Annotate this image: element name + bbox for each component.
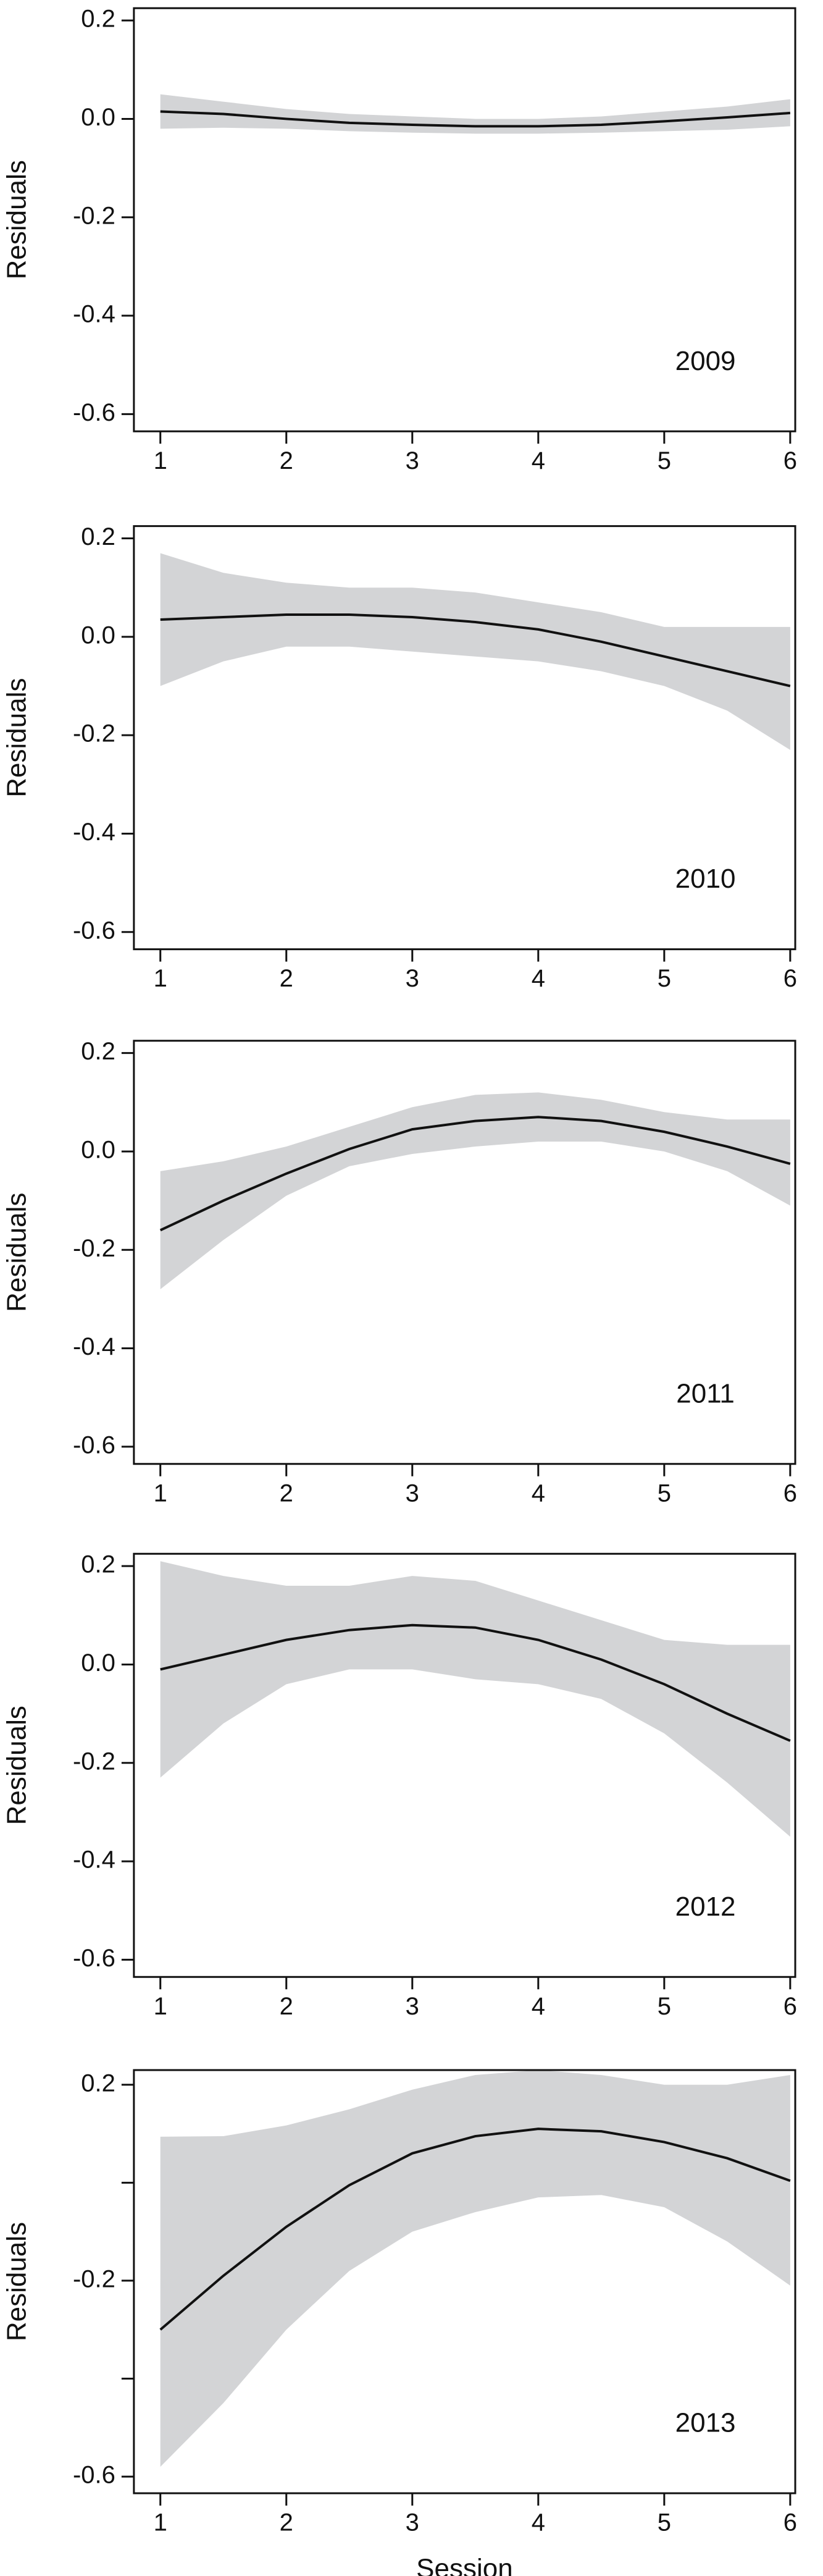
x-tick-label: 2 xyxy=(280,447,293,474)
x-tick-label: 2 xyxy=(280,965,293,992)
x-axis-label: Session xyxy=(416,2554,513,2576)
x-tick-label: 4 xyxy=(532,965,545,992)
fit-line xyxy=(160,1623,791,1742)
y-tick-label: 0.2 xyxy=(81,1551,115,1578)
confidence-band xyxy=(160,2070,790,2467)
panel-annotation: 2010 xyxy=(675,864,736,894)
plot-frame xyxy=(133,7,796,432)
x-tick-label: 4 xyxy=(532,2509,545,2536)
x-tick-label: 6 xyxy=(783,965,797,992)
confidence-band xyxy=(160,1561,790,1837)
x-tick-label: 5 xyxy=(658,1993,671,2020)
x-tick-label: 6 xyxy=(783,1480,797,1507)
panel-annotation: 2013 xyxy=(675,2408,736,2438)
panel-annotation: 2012 xyxy=(675,1892,736,1922)
y-tick-label: 0.0 xyxy=(81,1649,115,1677)
x-tick-label: 1 xyxy=(154,1480,167,1507)
y-axis-label: Residuals xyxy=(2,678,32,798)
confidence-band xyxy=(160,1092,790,1290)
y-tick-label: -0.2 xyxy=(73,2265,115,2292)
y-axis-label: Residuals xyxy=(2,1706,32,1825)
plot-frame xyxy=(133,525,796,951)
y-tick-label: 0.2 xyxy=(81,1038,115,1065)
y-tick-label: -0.6 xyxy=(73,917,115,944)
y-tick-label: -0.2 xyxy=(73,1235,115,1262)
y-tick-label: -0.2 xyxy=(73,720,115,747)
x-tick-label: 3 xyxy=(406,1993,419,2020)
x-tick-label: 1 xyxy=(154,447,167,474)
fit-line xyxy=(159,2128,791,2331)
x-tick-label: 3 xyxy=(406,1480,419,1507)
panel-annotation: 2011 xyxy=(676,1378,735,1408)
x-tick-label: 3 xyxy=(406,447,419,474)
confidence-band xyxy=(160,94,790,134)
y-tick-label: -0.4 xyxy=(73,301,115,328)
y-tick-label: -0.6 xyxy=(73,1431,115,1458)
y-axis-label: Residuals xyxy=(2,160,32,279)
x-tick-label: 2 xyxy=(280,1480,293,1507)
x-tick-label: 3 xyxy=(406,965,419,992)
x-tick-label: 2 xyxy=(280,1993,293,2020)
x-tick-label: 5 xyxy=(658,1480,671,1507)
x-tick-label: 6 xyxy=(783,2509,797,2536)
x-tick-label: 4 xyxy=(532,1480,545,1507)
y-axis-label: Residuals xyxy=(2,1193,32,1312)
fit-line xyxy=(160,110,791,128)
confidence-band xyxy=(160,553,790,751)
x-tick-label: 6 xyxy=(783,1993,797,2020)
x-tick-label: 1 xyxy=(154,1993,167,2020)
x-tick-label: 5 xyxy=(658,2509,671,2536)
plot-frame xyxy=(133,1040,796,1465)
y-tick-label: -0.4 xyxy=(73,819,115,846)
y-tick-label: -0.2 xyxy=(73,1748,115,1775)
y-tick-label: -0.2 xyxy=(73,202,115,229)
x-tick-label: 4 xyxy=(532,447,545,474)
y-tick-label: 0.0 xyxy=(81,104,115,131)
y-tick-label: -0.6 xyxy=(73,1945,115,1972)
fit-line xyxy=(160,613,791,688)
y-tick-label: 0.2 xyxy=(81,523,115,550)
x-tick-label: 1 xyxy=(154,2509,167,2536)
y-tick-label: -0.6 xyxy=(73,399,115,426)
x-tick-label: 3 xyxy=(406,2509,419,2536)
x-tick-label: 5 xyxy=(658,965,671,992)
y-tick-label: 0.2 xyxy=(81,6,115,33)
x-tick-label: 1 xyxy=(154,965,167,992)
x-tick-label: 5 xyxy=(658,447,671,474)
panel-annotation: 2009 xyxy=(675,346,736,376)
x-tick-label: 4 xyxy=(532,1993,545,2020)
y-tick-label: -0.4 xyxy=(73,1333,115,1360)
y-tick-label: -0.6 xyxy=(73,2462,115,2489)
y-tick-label: 0.0 xyxy=(81,1137,115,1164)
x-tick-label: 6 xyxy=(783,447,797,474)
y-tick-label: 0.0 xyxy=(81,621,115,649)
fit-line xyxy=(159,1116,791,1232)
y-tick-label: -0.4 xyxy=(73,1846,115,1874)
x-tick-label: 2 xyxy=(280,2509,293,2536)
y-axis-label: Residuals xyxy=(2,2222,32,2341)
y-tick-label: 0.2 xyxy=(81,2069,115,2097)
plot-frame xyxy=(133,1552,796,1978)
plot-frame xyxy=(133,2069,796,2494)
